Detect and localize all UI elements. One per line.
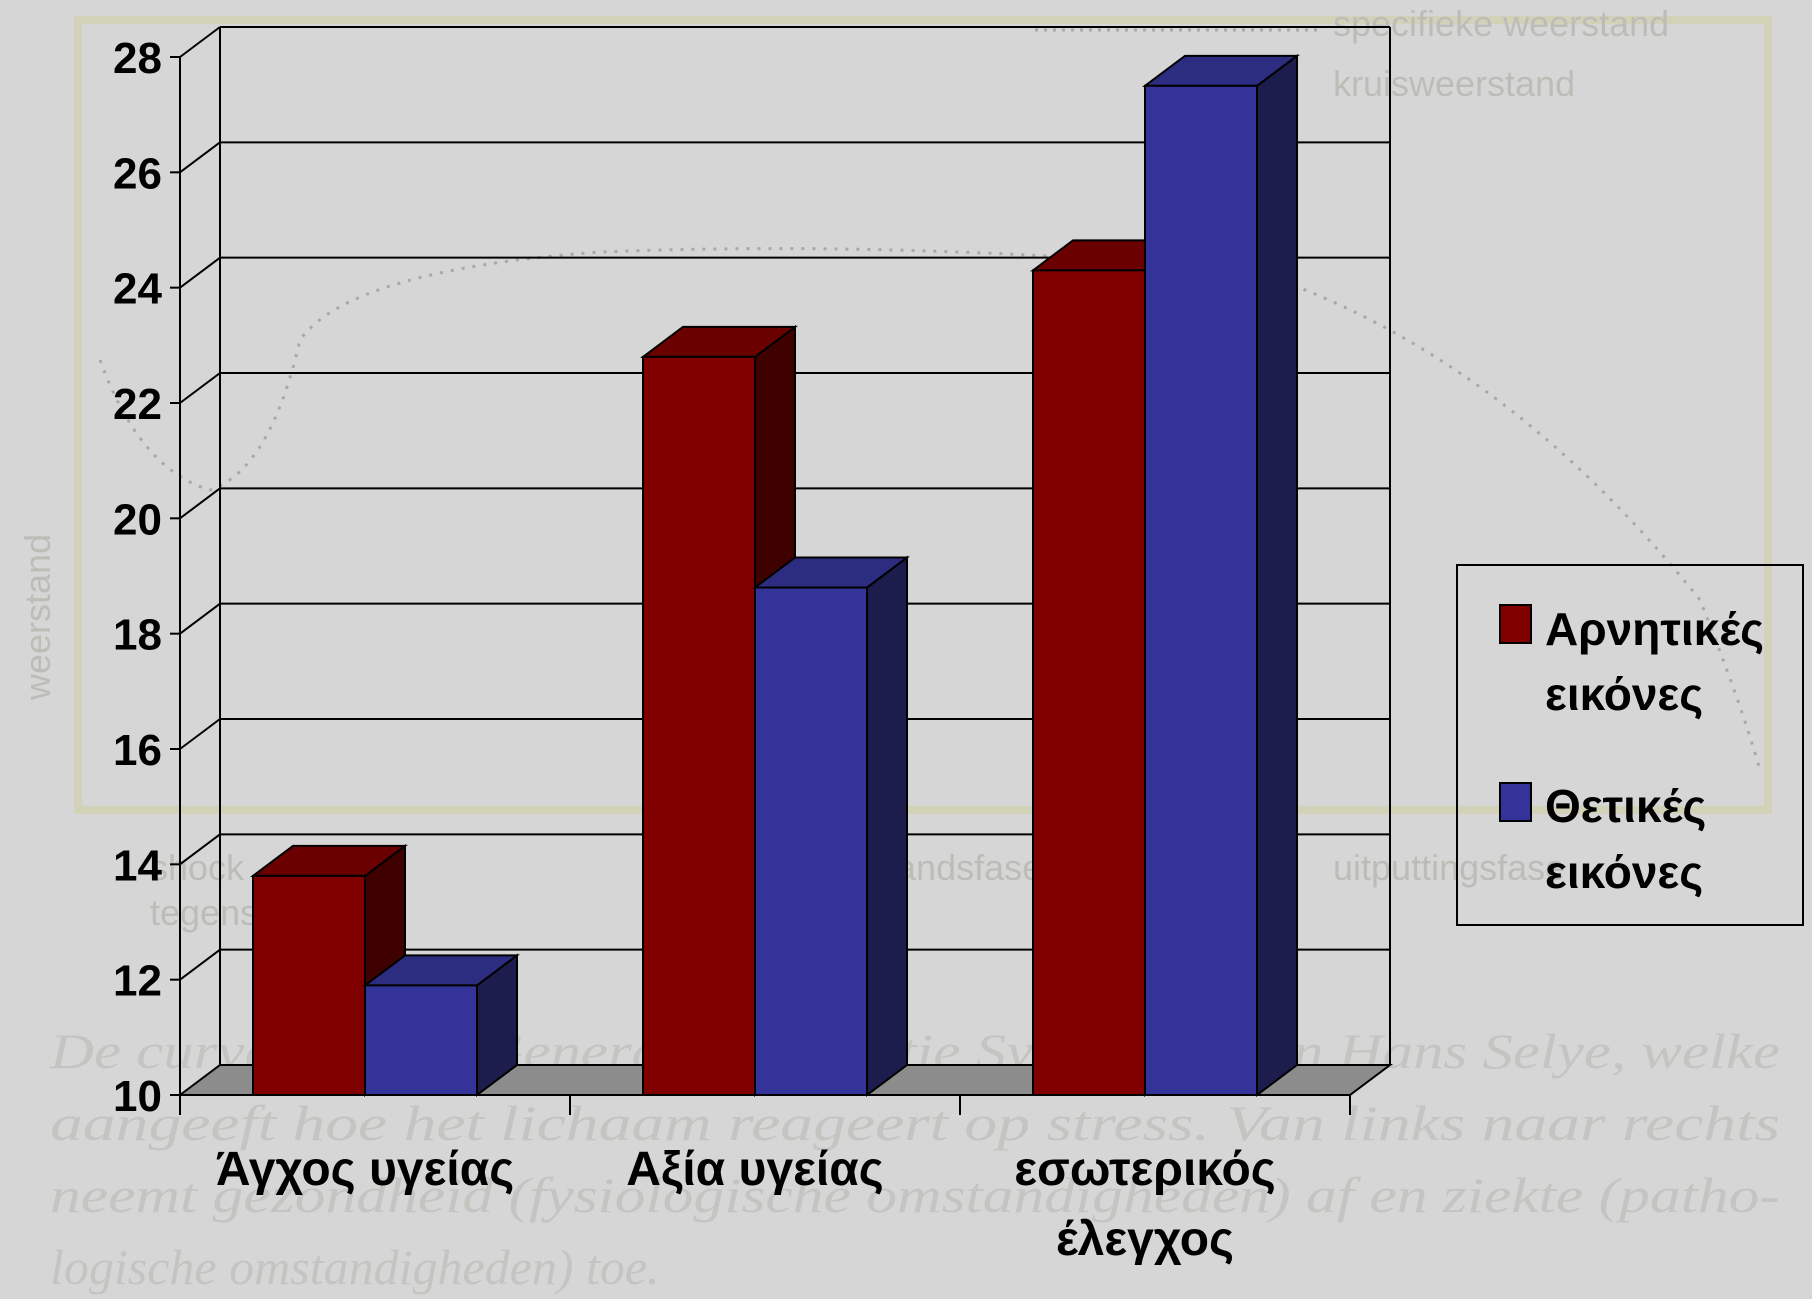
background-phase-4: uitputtingsfase: [1333, 847, 1565, 888]
legend: Αρνητικές εικόνες Θετικές εικόνες: [1456, 564, 1804, 926]
category-label-0-0: Άγχος υγείας: [216, 1143, 514, 1196]
legend-label-negative-line-2: εικόνες: [1545, 668, 1703, 720]
bar-1-1: [752, 555, 910, 1097]
y-tick-label-14: 14: [113, 841, 162, 890]
bar-front-1-1: [754, 586, 868, 1096]
bars-group: [250, 53, 1300, 1097]
category-label-2-1: έλεγχος: [1056, 1213, 1234, 1266]
bar-side-1-2: [1256, 53, 1298, 1097]
gridline-side-14: [179, 833, 221, 866]
legend-swatch-positive: [1499, 782, 1532, 822]
bar-front-0-0: [252, 874, 366, 1096]
bar-1-2: [1142, 53, 1300, 1097]
gridline-side-26: [179, 141, 221, 174]
y-tick-label-26: 26: [113, 149, 162, 198]
bar-front-1-2: [1144, 84, 1258, 1097]
gridline-side-16: [179, 718, 221, 750]
bar-front-0-2: [1032, 269, 1146, 1097]
y-tick-label-12: 12: [113, 957, 162, 1006]
y-tick-label-18: 18: [113, 611, 162, 660]
y-tick-label-24: 24: [113, 265, 162, 314]
y-tick-label-28: 28: [113, 34, 162, 83]
category-label-2-0: εσωτερικός: [1014, 1143, 1276, 1196]
gridline-side-24: [179, 256, 221, 289]
background-caption-line-2: aangeeft hoe het lichaam reageert op str…: [50, 1095, 1780, 1151]
gridline-side-22: [179, 372, 221, 404]
legend-swatch-negative: [1499, 604, 1532, 644]
legend-label-positive-line-1: Θετικές: [1545, 780, 1706, 832]
background-caption-line-4: logische omstandigheden) toe.: [50, 1239, 660, 1295]
gridline-side-18: [179, 602, 221, 635]
legend-label-negative-line-1: Αρνητικές: [1545, 603, 1764, 655]
bar-front-1-0: [364, 984, 478, 1097]
background-figure-frame: [74, 16, 1772, 814]
background-phase-1: shock: [150, 847, 245, 888]
legend-box: [1456, 564, 1804, 926]
background-ylabel: weerstand: [17, 534, 58, 701]
legend-label-positive-line-2: εικόνες: [1545, 846, 1703, 898]
background-curve: [98, 247, 1762, 771]
y-tick-label-16: 16: [113, 726, 162, 775]
background-legend-line-1: specifieke weerstand: [1333, 3, 1669, 44]
category-label-1-0: Αξία υγείας: [626, 1143, 883, 1196]
gridline-side-12: [179, 948, 221, 981]
bar-front-0-1: [642, 355, 756, 1097]
y-tick-label-10: 10: [113, 1072, 162, 1121]
bar-1-0: [362, 953, 520, 1097]
y-axis-ticks: 10 12 14 16 18 20 22 24 26 28: [113, 34, 180, 1121]
category-labels: Άγχος υγείας Αξία υγείας εσωτερικός έλεγχος: [216, 1143, 1276, 1266]
y-tick-label-20: 20: [113, 495, 162, 544]
gridline-side-20: [179, 487, 221, 520]
background-legend-line-2: kruisweerstand: [1333, 63, 1575, 104]
gridline-side-28: [179, 26, 221, 58]
y-tick-label-22: 22: [113, 380, 162, 429]
background-caption-line-3: neemt gezondheid (fysiologische omstandi…: [50, 1167, 1780, 1223]
bar-side-1-1: [866, 555, 908, 1097]
